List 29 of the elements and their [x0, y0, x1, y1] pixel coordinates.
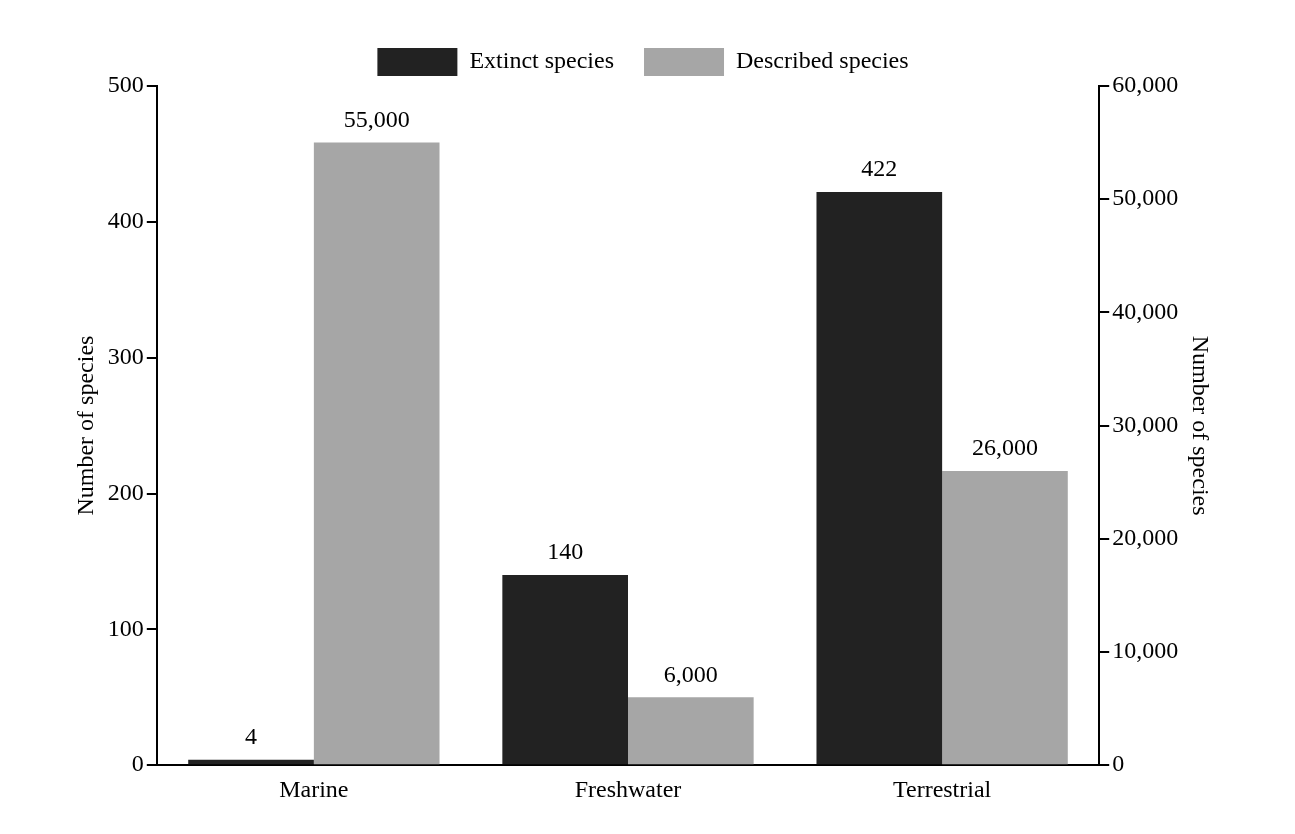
y-tick-label: 100: [107, 614, 144, 641]
x-tick-label: Terrestrial: [893, 775, 992, 802]
y2-axis-title: Number of species: [1188, 335, 1215, 516]
y-axis-title: Number of species: [71, 335, 98, 516]
bar: [188, 759, 314, 765]
y-tick-label: 500: [107, 71, 144, 98]
y2-tick-label: 30,000: [1112, 410, 1179, 437]
x-tick-label: Freshwater: [574, 775, 682, 802]
y-tick-label: 0: [131, 750, 144, 777]
data-label: 4: [245, 723, 258, 750]
legend-label: Extinct species: [469, 47, 615, 74]
y-tick-label: 200: [107, 478, 144, 505]
y2-tick-label: 50,000: [1112, 184, 1179, 211]
data-label: 55,000: [343, 105, 410, 132]
y2-tick-label: 10,000: [1112, 637, 1179, 664]
x-tick-label: Marine: [279, 775, 349, 802]
y-tick-label: 300: [107, 342, 144, 369]
bar: [313, 142, 440, 765]
bar: [502, 575, 628, 765]
data-label: 422: [861, 155, 898, 182]
y2-tick-label: 40,000: [1112, 297, 1179, 324]
legend-label: Described species: [736, 47, 909, 74]
data-label: 26,000: [971, 434, 1038, 461]
y2-tick-label: 60,000: [1112, 71, 1179, 98]
data-label: 6,000: [663, 660, 718, 687]
y2-tick-label: 20,000: [1112, 524, 1179, 551]
data-label: 140: [547, 538, 584, 565]
y-tick-label: 400: [107, 207, 144, 234]
y2-tick-label: 0: [1112, 750, 1125, 777]
